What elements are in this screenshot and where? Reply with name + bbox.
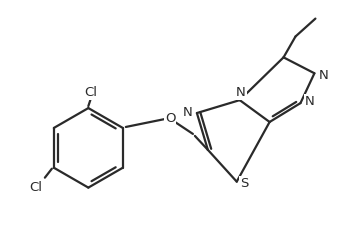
Text: Cl: Cl <box>29 181 43 194</box>
Text: S: S <box>240 177 249 190</box>
Text: O: O <box>165 112 175 125</box>
Text: N: N <box>183 106 193 119</box>
Text: N: N <box>319 69 328 82</box>
Text: N: N <box>236 86 246 99</box>
Text: Cl: Cl <box>84 86 97 99</box>
Text: N: N <box>305 95 314 108</box>
